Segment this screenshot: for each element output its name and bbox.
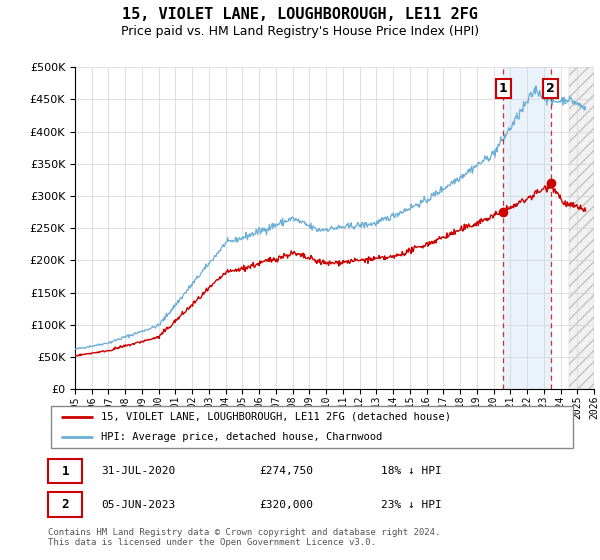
Text: 2: 2	[547, 82, 555, 95]
FancyBboxPatch shape	[48, 492, 82, 517]
Text: HPI: Average price, detached house, Charnwood: HPI: Average price, detached house, Char…	[101, 432, 382, 442]
Text: 05-JUN-2023: 05-JUN-2023	[101, 500, 175, 510]
Text: 1: 1	[499, 82, 508, 95]
Text: 15, VIOLET LANE, LOUGHBOROUGH, LE11 2FG: 15, VIOLET LANE, LOUGHBOROUGH, LE11 2FG	[122, 7, 478, 22]
Text: 1: 1	[61, 465, 69, 478]
Text: 15, VIOLET LANE, LOUGHBOROUGH, LE11 2FG (detached house): 15, VIOLET LANE, LOUGHBOROUGH, LE11 2FG …	[101, 412, 451, 422]
Text: 23% ↓ HPI: 23% ↓ HPI	[380, 500, 442, 510]
Bar	[503, 67, 551, 389]
Text: Price paid vs. HM Land Registry's House Price Index (HPI): Price paid vs. HM Land Registry's House …	[121, 25, 479, 38]
Text: 2: 2	[61, 498, 69, 511]
Text: 31-JUL-2020: 31-JUL-2020	[101, 466, 175, 476]
Text: £274,750: £274,750	[259, 466, 313, 476]
FancyBboxPatch shape	[48, 459, 82, 483]
Text: 18% ↓ HPI: 18% ↓ HPI	[380, 466, 442, 476]
Text: £320,000: £320,000	[259, 500, 313, 510]
Text: Contains HM Land Registry data © Crown copyright and database right 2024.
This d: Contains HM Land Registry data © Crown c…	[48, 528, 440, 547]
FancyBboxPatch shape	[50, 405, 574, 449]
